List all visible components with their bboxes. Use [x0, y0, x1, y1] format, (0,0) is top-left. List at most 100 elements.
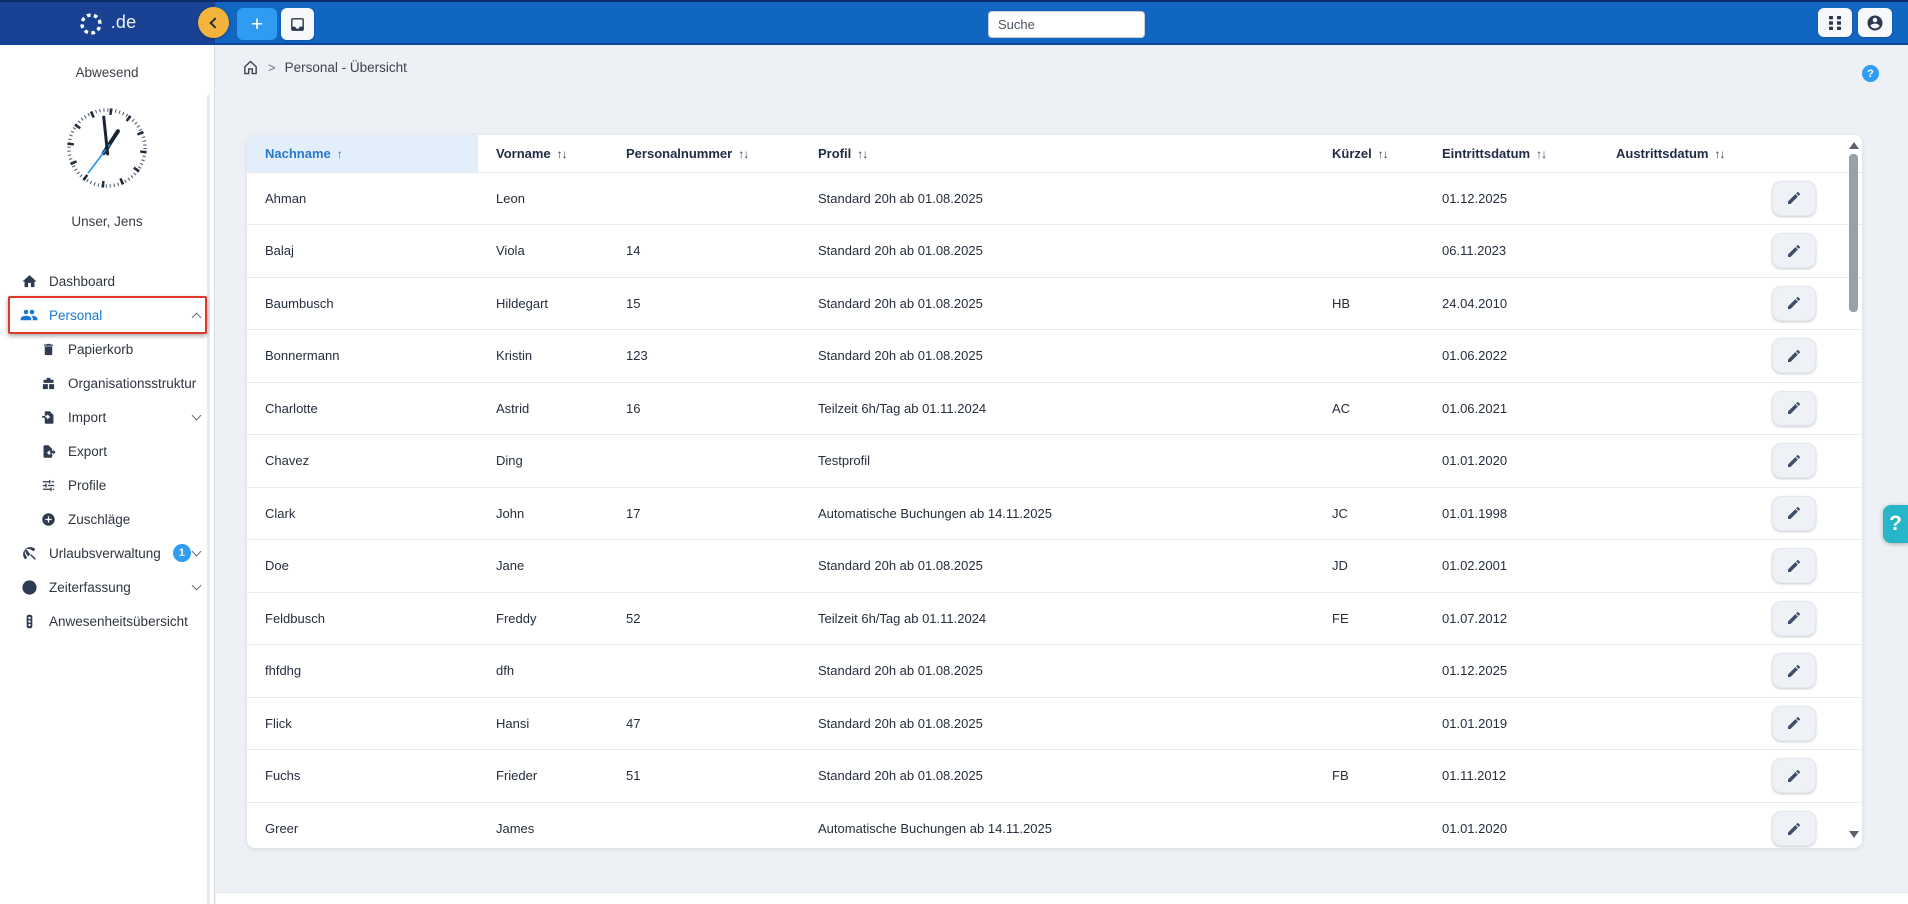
- sidebar-item-personal[interactable]: Personal: [0, 298, 214, 332]
- column-header-personalnummer[interactable]: Personalnummer ↑↓: [608, 135, 800, 173]
- column-header-profil[interactable]: Profil ↑↓: [800, 135, 1314, 173]
- sidebar-item-profile[interactable]: Profile: [0, 468, 214, 502]
- account-button[interactable]: [1858, 8, 1892, 37]
- table-row: fhfdhg dfh Standard 20h ab 01.08.2025 01…: [247, 644, 1862, 697]
- pencil-icon: [1788, 454, 1801, 467]
- sidebar-item-label: Dashboard: [49, 273, 116, 289]
- sort-icon: ↑↓: [1536, 146, 1547, 161]
- main-content: > Personal - Übersicht ? Nachname ↑ Vorna…: [216, 45, 1908, 904]
- sidebar-item-anwesenheitsuebersicht[interactable]: Anwesenheitsübersicht: [0, 604, 214, 638]
- cell-eintrittsdatum: 06.11.2023: [1424, 224, 1598, 277]
- cell-austrittsdatum: [1598, 381, 1738, 435]
- table-row: Ahman Leon Standard 20h ab 01.08.2025 01…: [247, 172, 1862, 225]
- cell-kuerzel: [1314, 172, 1424, 225]
- cell-actions: [1738, 276, 1862, 330]
- back-button[interactable]: [198, 7, 229, 38]
- cell-nachname: Flick: [247, 696, 478, 750]
- sidebar-scrollbar[interactable]: [207, 95, 210, 904]
- edit-row-button[interactable]: [1772, 180, 1816, 216]
- column-header-kuerzel[interactable]: Kürzel ↑↓: [1314, 135, 1424, 173]
- cell-profil: Standard 20h ab 01.08.2025: [800, 329, 1314, 382]
- cell-profil: Standard 20h ab 01.08.2025: [800, 696, 1314, 750]
- cell-vorname: Frieder: [478, 749, 608, 802]
- breadcrumb: > Personal - Übersicht: [242, 59, 407, 76]
- sidebar-item-dashboard[interactable]: Dashboard: [0, 264, 214, 298]
- help-button[interactable]: ?: [1862, 65, 1879, 82]
- sidebar-item-label: Import: [68, 409, 107, 425]
- cell-nachname: Ahman: [265, 190, 307, 206]
- chevron-up-icon: [191, 312, 202, 322]
- cell-kuerzel: [1314, 329, 1424, 382]
- cell-actions: [1738, 172, 1862, 225]
- edit-row-button[interactable]: [1772, 285, 1816, 321]
- cell-vorname: Hansi: [478, 696, 608, 750]
- apps-grid-button[interactable]: [1818, 8, 1852, 37]
- add-button[interactable]: +: [237, 8, 277, 40]
- column-header-nachname[interactable]: Nachname ↑: [247, 135, 478, 173]
- palm-beach-icon: [20, 544, 38, 562]
- table-row: Feldbusch Freddy 52 Teilzeit 6h/Tag ab 0…: [247, 591, 1862, 645]
- cell-actions: [1738, 434, 1862, 487]
- chevron-down-icon: [191, 580, 202, 591]
- edit-row-button[interactable]: [1772, 705, 1816, 741]
- edit-row-button[interactable]: [1772, 600, 1816, 636]
- edit-row-button[interactable]: [1772, 495, 1816, 531]
- scrollbar-down-arrow[interactable]: [1849, 831, 1859, 838]
- cell-profil: Standard 20h ab 01.08.2025: [800, 276, 1314, 330]
- sidebar-item-urlaubsverwaltung[interactable]: Urlaubsverwaltung 1: [0, 536, 214, 570]
- pencil-icon: [1788, 507, 1801, 520]
- sidebar-item-import[interactable]: Import: [0, 400, 214, 434]
- scrollbar-up-arrow[interactable]: [1849, 142, 1859, 149]
- column-header-austrittsdatum[interactable]: Austrittsdatum ↑↓: [1598, 135, 1738, 173]
- table-scrollbar: [1848, 140, 1859, 840]
- personnel-table-card: Nachname ↑ Vorname ↑↓ Personalnummer ↑↓ Pro…: [247, 135, 1862, 848]
- edit-row-button[interactable]: [1772, 811, 1816, 846]
- edit-row-button[interactable]: [1772, 390, 1816, 426]
- sidebar-item-label: Papierkorb: [68, 341, 134, 357]
- sidebar-item-zeiterfassung[interactable]: Zeiterfassung: [0, 570, 214, 604]
- table-header-row: Nachname ↑ Vorname ↑↓ Personalnummer ↑↓ Pro…: [247, 135, 1862, 173]
- scrollbar-thumb[interactable]: [1849, 154, 1858, 312]
- cell-vorname: John: [478, 486, 608, 540]
- file-import-icon: [39, 408, 57, 426]
- app-logo[interactable]: SaaS.de: [0, 2, 261, 67]
- pencil-icon: [1788, 297, 1801, 310]
- cell-austrittsdatum: [1598, 224, 1738, 277]
- analog-clock: [0, 106, 214, 190]
- cell-actions: [1738, 329, 1862, 382]
- cell-nachname: Baumbusch: [247, 276, 478, 330]
- sidebar-item-organisationsstruktur[interactable]: Organisationsstruktur: [0, 366, 214, 400]
- cell-austrittsdatum: [1598, 696, 1738, 750]
- edit-row-button[interactable]: [1772, 653, 1816, 689]
- edit-row-button[interactable]: [1772, 443, 1816, 479]
- search-input[interactable]: [988, 11, 1145, 38]
- urlaub-badge: 1: [172, 544, 191, 562]
- table-row: Chavez Ding Testprofil 01.01.2020: [247, 434, 1862, 487]
- cell-actions: [1738, 801, 1862, 848]
- home-icon: [20, 272, 38, 290]
- sidebar-item-papierkorb[interactable]: Papierkorb: [0, 332, 214, 366]
- cell-kuerzel: JC: [1314, 486, 1424, 540]
- sidebar-item-zuschlaege[interactable]: Zuschläge: [0, 502, 214, 536]
- sidebar-item-export[interactable]: Export: [0, 434, 214, 468]
- column-header-vorname[interactable]: Vorname ↑↓: [478, 135, 608, 173]
- pencil-icon: [1788, 192, 1801, 205]
- cell-kuerzel: [1314, 644, 1424, 697]
- footer-bar: [216, 892, 1908, 904]
- cell-personalnummer: 14: [608, 224, 800, 277]
- traffic-light-icon: [20, 612, 38, 630]
- cell-actions: [1738, 381, 1862, 435]
- edit-row-button[interactable]: [1772, 758, 1816, 794]
- edit-row-button[interactable]: [1772, 338, 1816, 374]
- sidebar-item-label: Zuschläge: [68, 511, 131, 527]
- trash-icon: [39, 340, 57, 358]
- chevron-down-icon: [191, 410, 202, 421]
- column-header-eintrittsdatum[interactable]: Eintrittsdatum ↑↓: [1424, 135, 1598, 173]
- inbox-button[interactable]: [281, 8, 314, 40]
- cell-nachname: fhfdhg: [247, 644, 478, 697]
- edit-row-button[interactable]: [1772, 233, 1816, 269]
- edit-row-button[interactable]: [1772, 548, 1816, 584]
- cell-kuerzel: [1314, 801, 1424, 848]
- floating-help-button[interactable]: ?: [1883, 505, 1908, 543]
- home-icon[interactable]: [242, 59, 259, 76]
